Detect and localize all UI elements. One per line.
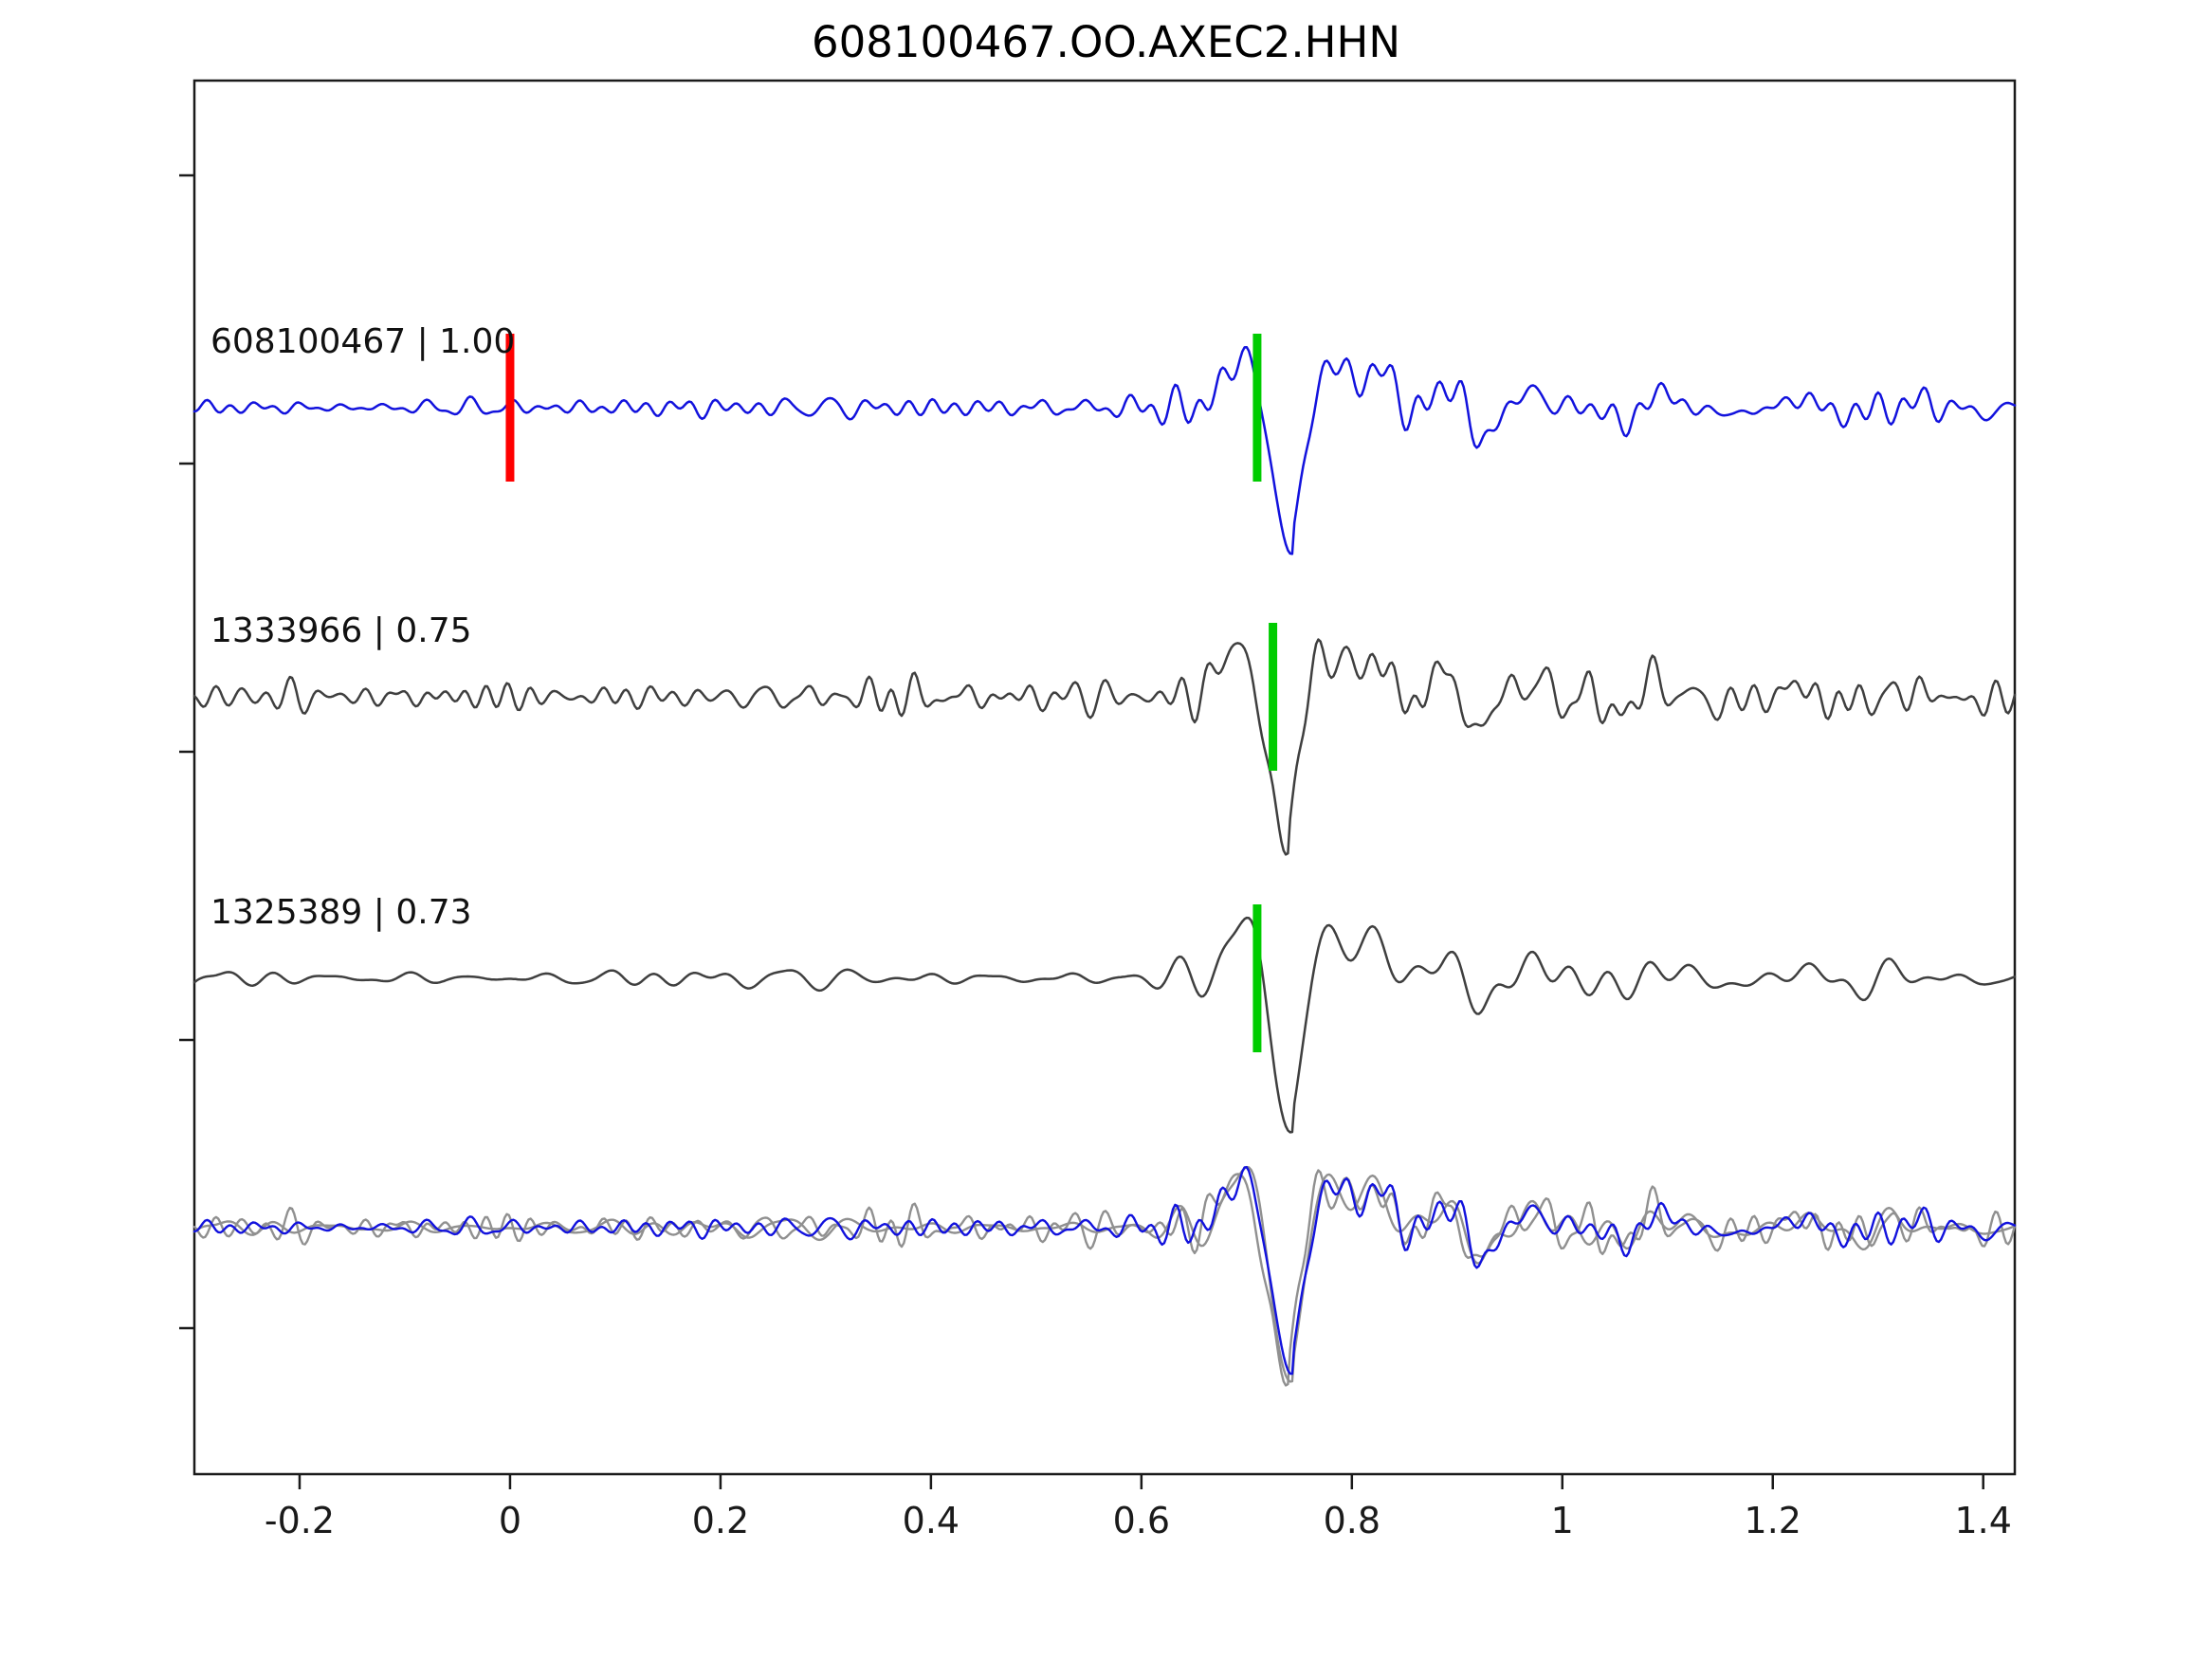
waveform-trace bbox=[192, 1169, 2017, 1387]
x-tick-label: -0.2 bbox=[265, 1500, 335, 1541]
waveform-trace bbox=[192, 345, 2017, 556]
waveform-trace bbox=[192, 916, 2017, 1134]
x-tick-label: 0.4 bbox=[903, 1500, 960, 1541]
trace-labels: 608100467 | 1.00 1333966 | 0.75 1325389 | … bbox=[210, 322, 515, 932]
x-tick-label: 1 bbox=[1551, 1500, 1574, 1541]
figure-title: 608100467.OO.AXEC2.HHN bbox=[811, 17, 1401, 67]
axes-box bbox=[192, 79, 2017, 1476]
x-tick-label: 0.8 bbox=[1324, 1500, 1380, 1541]
x-tick-label: 0 bbox=[499, 1500, 521, 1541]
x-tick-label: 0.2 bbox=[692, 1500, 749, 1541]
trace-label: 1325389 | 0.73 bbox=[210, 893, 472, 932]
x-tick-label: 1.2 bbox=[1745, 1500, 1801, 1541]
trace-label: 1333966 | 0.75 bbox=[210, 611, 472, 650]
waveform-traces bbox=[192, 345, 2017, 1387]
waveform-trace bbox=[192, 638, 2017, 856]
x-tick-label: 1.4 bbox=[1954, 1500, 2011, 1541]
x-tick-label: 0.6 bbox=[1113, 1500, 1170, 1541]
pick-markers bbox=[505, 334, 1278, 1052]
waveform-trace bbox=[192, 1165, 2017, 1383]
axis-ticks: -0.2 0 0.2 0.4 0.6 0.8 1 1.2 1.4 bbox=[179, 173, 2012, 1541]
trace-label: 608100467 | 1.00 bbox=[210, 322, 515, 361]
waveform-trace bbox=[192, 1165, 2017, 1376]
